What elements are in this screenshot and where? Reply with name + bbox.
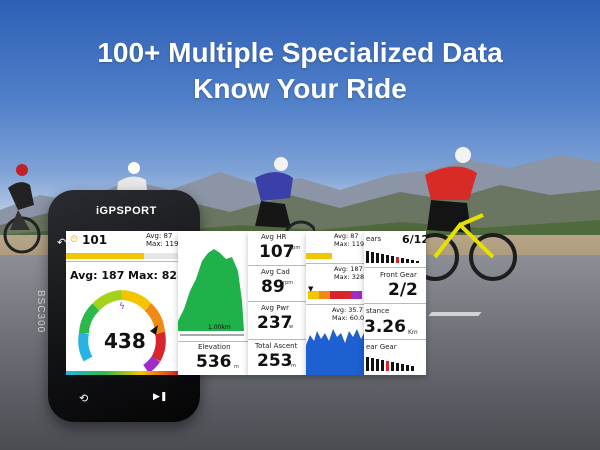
headline: 100+ Multiple Specialized Data Know Your…	[0, 35, 600, 107]
model-side-label: BSC300	[35, 290, 46, 334]
elevation-value: 536	[196, 352, 232, 372]
divider	[306, 263, 364, 264]
headline-line-2: Know Your Ride	[193, 73, 407, 104]
lap-button[interactable]: ⟲	[79, 392, 89, 405]
max-label: Max: 828	[128, 269, 185, 282]
rear-gear-label: ear Gear	[366, 343, 397, 351]
divider	[364, 339, 426, 340]
max2: Max: 328	[334, 273, 364, 281]
divider	[364, 303, 426, 304]
play-pause-button[interactable]: ▶❚	[153, 392, 168, 402]
avg-pwr-value: 237	[257, 313, 293, 333]
elevation-label: Elevation	[198, 343, 231, 351]
avg-cad-label: Avg Cad	[261, 268, 290, 276]
road-marking	[428, 312, 482, 316]
headline-line-1: 100+ Multiple Specialized Data	[97, 37, 503, 68]
speed-chart	[306, 329, 364, 375]
divider	[364, 267, 426, 268]
cyclist-left	[3, 164, 41, 254]
avg-hr-label: Avg HR	[261, 233, 287, 241]
avg3: Avg: 35.7	[332, 306, 363, 314]
avg1: Avg: 87	[334, 232, 359, 240]
front-gear-label: Front Gear	[380, 271, 417, 279]
svg-text:ϟ: ϟ	[119, 302, 125, 312]
progress-bar-track	[144, 253, 178, 259]
avg-cad-value: 89	[261, 277, 285, 297]
back-button-icon[interactable]: ↶	[57, 236, 67, 249]
divider	[178, 341, 248, 342]
avg-hr-unit: bpm	[289, 245, 301, 251]
divider	[306, 304, 364, 305]
max-small: Max: 119	[146, 240, 179, 248]
cyclist-purple	[255, 157, 315, 256]
total-ascent-label: Total Ascent	[255, 342, 298, 350]
device-screen: ⏲ 101 Avg: 87 Max: 119 Avg: 187 Max: 828…	[66, 231, 185, 375]
cyclist-red	[411, 147, 517, 281]
max3: Max: 60.0	[332, 314, 364, 322]
distance-tag: 1.00km	[208, 324, 231, 331]
timer-icon: ⏲	[70, 234, 78, 245]
color-strip	[66, 371, 178, 375]
hr-zone-bar	[306, 253, 332, 259]
front-gear-value: 2/2	[388, 280, 418, 300]
brand-label: iGPSPORT	[96, 205, 157, 217]
stat-value: 101	[82, 233, 108, 247]
gears-panel: ears 6/12 Front Gear 2/2 stance 3.26 Km …	[364, 231, 426, 375]
cadence-zone-bar	[308, 291, 362, 299]
distance-label: stance	[366, 307, 390, 315]
distance-unit: Km	[408, 329, 418, 336]
avg-pwr-label: Avg Pwr	[261, 304, 290, 312]
zone-marker-icon: ▼	[308, 285, 314, 293]
gears-value: 6/12	[402, 233, 426, 246]
divider	[248, 265, 306, 266]
avg-pwr-unit: w	[289, 324, 294, 330]
total-ascent-unit: m	[291, 363, 296, 369]
avg2: Avg: 187	[334, 265, 363, 273]
progress-bar-yellow	[66, 253, 144, 259]
divider	[248, 339, 306, 340]
avg-cad-unit: rpm	[283, 280, 294, 286]
gear-bars	[366, 251, 419, 263]
avg-hr-value: 107	[259, 242, 295, 262]
distance-value: 3.26	[364, 317, 406, 337]
divider	[248, 301, 306, 302]
elevation-panel: 1.00km Elevation 536 m	[178, 231, 248, 375]
elevation-unit: m	[234, 364, 239, 370]
zones-panel: Avg: 87 Max: 119 Avg: 187 Max: 328 ▼ Avg…	[306, 231, 364, 375]
metrics-panel: Avg HR 107 bpm Avg Cad 89 rpm Avg Pwr 23…	[248, 231, 306, 375]
elevation-profile	[178, 249, 244, 336]
total-ascent-value: 253	[257, 351, 293, 371]
max1: Max: 119	[334, 240, 364, 248]
rear-gear-bars	[366, 357, 414, 371]
power-gauge: ϟ	[78, 290, 166, 373]
avg-small: Avg: 87	[146, 232, 173, 240]
gauge-value: 438	[104, 329, 146, 353]
gears-label: ears	[366, 235, 382, 243]
avg-label: Avg: 187	[70, 269, 125, 282]
divider	[66, 261, 178, 262]
